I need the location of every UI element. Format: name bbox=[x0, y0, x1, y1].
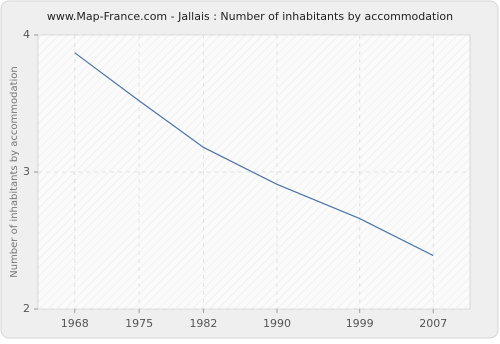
x-tick-label: 1990 bbox=[263, 317, 291, 330]
x-tick-label: 2007 bbox=[419, 317, 447, 330]
y-axis-label: Number of inhabitants by accommodation bbox=[9, 66, 20, 278]
x-tick-label: 1968 bbox=[61, 317, 89, 330]
y-tick-label: 2 bbox=[23, 302, 30, 315]
x-tick-label: 1982 bbox=[189, 317, 217, 330]
chart-title: www.Map-France.com - Jallais : Number of… bbox=[47, 10, 453, 23]
x-tick-label: 1975 bbox=[125, 317, 153, 330]
y-tick-label: 4 bbox=[23, 28, 30, 41]
data-line bbox=[74, 52, 434, 257]
x-tick-label: 1999 bbox=[346, 317, 374, 330]
y-tick-label: 3 bbox=[23, 165, 30, 178]
